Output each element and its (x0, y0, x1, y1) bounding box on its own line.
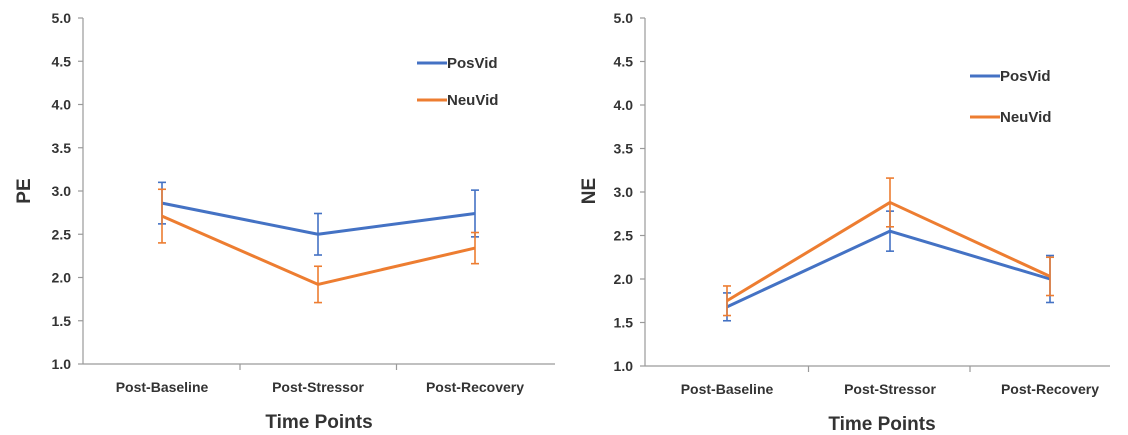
y-tick-label: 4.5 (52, 53, 72, 69)
y-axis-title: NE (579, 178, 600, 204)
legend-label: NeuVid (1000, 109, 1051, 126)
x-axis-title: Time Points (828, 414, 935, 435)
x-tick-label: Post-Recovery (426, 379, 524, 395)
y-tick-label: 3.5 (614, 141, 634, 157)
y-tick-label: 4.5 (614, 54, 634, 70)
y-axis-title: PE (14, 178, 35, 203)
y-tick-label: 2.0 (52, 270, 72, 286)
x-tick-label: Post-Baseline (681, 381, 774, 397)
x-tick-label: Post-Stressor (272, 379, 364, 395)
y-tick-label: 1.0 (52, 356, 72, 372)
legend-item-neuvid: NeuVid (970, 109, 1051, 126)
y-tick-label: 1.5 (614, 315, 634, 331)
y-tick-label: 2.5 (52, 226, 72, 242)
x-tick-label: Post-Recovery (1001, 381, 1099, 397)
y-tick-label: 2.0 (614, 271, 634, 287)
y-tick-label: 3.0 (614, 184, 634, 200)
y-tick-label: 1.0 (614, 358, 634, 374)
y-tick-label: 3.5 (52, 140, 72, 156)
legend-item-neuvid: NeuVid (417, 92, 498, 109)
legend-label: PosVid (1000, 68, 1051, 85)
y-tick-label: 2.5 (614, 228, 634, 244)
legend-label: NeuVid (447, 92, 498, 109)
y-tick-label: 5.0 (614, 10, 634, 26)
legend-item-posvid: PosVid (417, 55, 498, 72)
legend-label: PosVid (447, 55, 498, 72)
y-tick-label: 4.0 (614, 97, 634, 113)
chart-2: 1.0 1.5 2.0 2.5 3.0 3.5 4.0 4.5 5.0 Post-Baseline… (579, 10, 1110, 435)
x-tick-label: Post-Baseline (116, 379, 209, 395)
y-tick-label: 1.5 (52, 313, 72, 329)
chart-1: 1.0 1.5 2.0 2.5 3.0 3.5 4.0 4.5 5.0 Post-Baseline… (14, 10, 555, 433)
series-posvid (158, 181, 479, 256)
x-axis-title: Time Points (265, 412, 372, 433)
series-line (726, 229, 1051, 309)
y-tick-label: 3.0 (52, 183, 72, 199)
y-tick-label: 5.0 (52, 10, 72, 26)
legend-item-posvid: PosVid (970, 68, 1051, 85)
x-tick-label: Post-Stressor (844, 381, 936, 397)
series-neuvid (158, 188, 479, 304)
y-tick-label: 4.0 (52, 97, 72, 113)
series-neuvid (723, 177, 1054, 317)
